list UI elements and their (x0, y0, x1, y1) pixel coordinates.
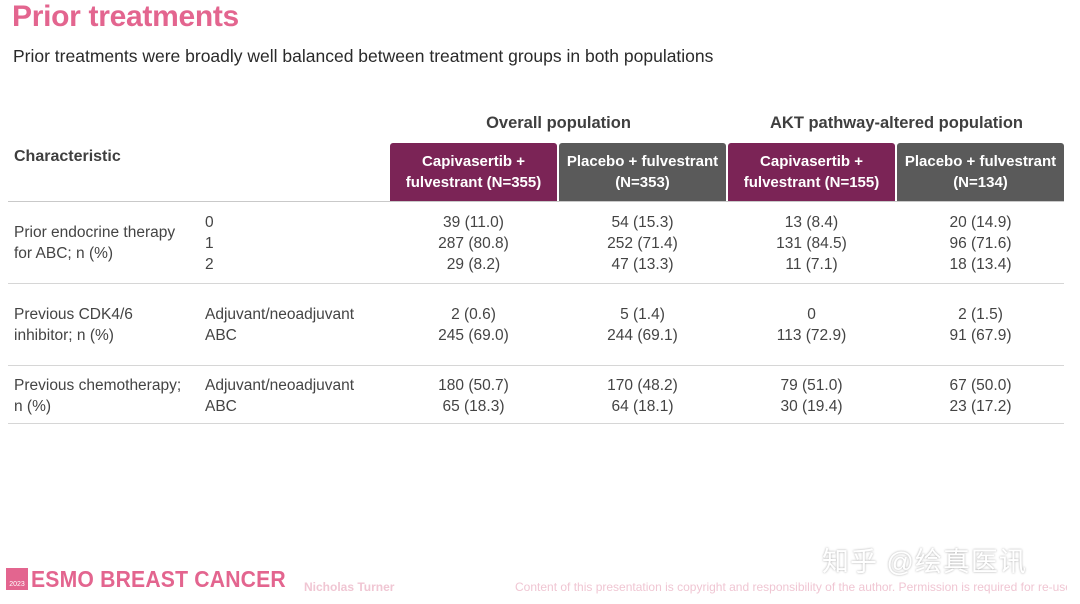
row-characteristic: Previous CDK4/6 inhibitor; n (%) (14, 306, 133, 344)
column-header-placebo-overall: Placebo + fulvestrant (N=353) (559, 143, 726, 201)
logo-text: ESMO BREAST CANCER (31, 565, 286, 592)
table-cell: 20 (14.9) (949, 214, 1012, 231)
table-cell: 29 (8.2) (446, 256, 501, 273)
row-sub-label: 2 (205, 256, 214, 273)
row-divider (8, 365, 1064, 366)
logo-year-badge: 2023 (6, 568, 28, 590)
table-cell: 64 (18.1) (611, 398, 674, 415)
row-sub-label: Adjuvant/neoadjuvant (205, 377, 355, 394)
row-divider (8, 283, 1064, 284)
table-cell: 96 (71.6) (949, 235, 1012, 252)
table-cell: 5 (1.4) (620, 306, 665, 323)
table-cell: 23 (17.2) (949, 398, 1012, 415)
table-cell: 287 (80.8) (438, 235, 509, 252)
row-sub-label: ABC (205, 398, 237, 415)
header-divider (8, 201, 1064, 202)
table-cell: 180 (50.7) (438, 377, 509, 394)
row-sub-label: Adjuvant/neoadjuvant (205, 306, 355, 323)
row-characteristic: Prior endocrine therapy for ABC; n (%) (14, 224, 176, 262)
table-cell: 47 (13.3) (611, 256, 674, 273)
table-cell: 65 (18.3) (442, 398, 505, 415)
table-cell: 113 (72.9) (776, 327, 847, 344)
group-header-akt: AKT pathway-altered population (769, 114, 1023, 132)
table-cell: 39 (11.0) (443, 214, 504, 231)
row-characteristic: Previous chemotherapy; n (%) (14, 377, 182, 415)
table-cell: 252 (71.4) (607, 235, 678, 252)
footer-author: Nicholas Turner (304, 580, 395, 594)
table-cell: 11 (7.1) (785, 256, 838, 273)
table-cell: 244 (69.1) (607, 327, 678, 344)
table-cell: 131 (84.5) (776, 235, 847, 252)
column-header-capivasertib-overall: Capivasertib + fulvestrant (N=355) (390, 143, 557, 201)
table-cell: 13 (8.4) (784, 214, 839, 231)
table-cell: 91 (67.9) (949, 327, 1012, 344)
table-cell: 0 (807, 306, 816, 323)
table-cell: 67 (50.0) (949, 377, 1012, 394)
table-cell: 30 (19.4) (780, 398, 843, 415)
table-cell: 245 (69.0) (438, 327, 509, 344)
watermark: 知乎 @绘真医讯 (822, 547, 1027, 577)
slide-subtitle: Prior treatments were broadly well balan… (13, 46, 714, 66)
table-cell: 79 (51.0) (780, 377, 843, 394)
table-cell: 170 (48.2) (607, 377, 678, 394)
row-sub-label: 1 (205, 235, 214, 252)
group-header-overall: Overall population (486, 114, 631, 132)
table-cell: 18 (13.4) (949, 256, 1012, 273)
table-cell: 54 (15.3) (611, 214, 674, 231)
footer-copyright: Content of this presentation is copyrigh… (515, 580, 1067, 594)
row-sub-label: 0 (205, 214, 214, 231)
table-bottom-divider (8, 423, 1064, 424)
esmo-logo: 2023 ESMO BREAST CANCER (6, 566, 308, 592)
table-cell: 2 (1.5) (958, 306, 1003, 323)
row-sub-label: ABC (205, 327, 237, 344)
slide-title: Prior treatments (12, 0, 239, 33)
column-header-capivasertib-akt: Capivasertib + fulvestrant (N=155) (728, 143, 895, 201)
characteristic-header: Characteristic (14, 148, 121, 165)
column-header-placebo-akt: Placebo + fulvestrant (N=134) (897, 143, 1064, 201)
table-cell: 2 (0.6) (451, 306, 496, 323)
